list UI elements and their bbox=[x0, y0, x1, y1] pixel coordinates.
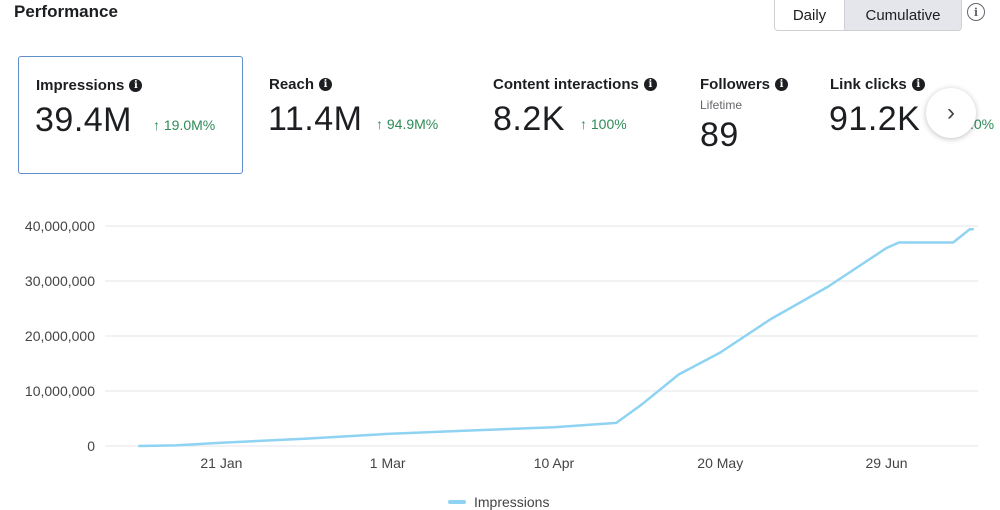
page-title: Performance bbox=[14, 2, 118, 21]
metric-change-partial: .0% bbox=[970, 116, 995, 132]
metric-card-impressions[interactable]: Impressions i 39.4M ↑ 19.0M% bbox=[18, 56, 243, 174]
metric-label: Content interactions i bbox=[493, 76, 657, 93]
metric-label: Impressions i bbox=[36, 77, 143, 94]
legend-swatch bbox=[448, 500, 466, 504]
info-icon[interactable]: i bbox=[911, 78, 925, 91]
info-icon[interactable]: i bbox=[129, 79, 143, 92]
metric-change: ↑ 19.0M% bbox=[153, 117, 216, 133]
chart-legend: Impressions bbox=[448, 494, 549, 510]
y-tick-label: 10,000,000 bbox=[25, 383, 95, 399]
info-icon[interactable]: i bbox=[319, 78, 333, 91]
info-icon[interactable]: i bbox=[775, 78, 789, 91]
metric-card-reach[interactable]: Reach i 11.4M ↑ 94.9M% bbox=[252, 56, 472, 172]
y-tick-label: 0 bbox=[87, 438, 95, 454]
metric-label: Followers i bbox=[700, 76, 789, 93]
next-arrow-button[interactable]: › bbox=[926, 88, 976, 138]
metric-card-followers[interactable]: Followers i Lifetime 89 bbox=[683, 56, 803, 172]
metric-value: 89 bbox=[700, 116, 739, 154]
x-tick-label: 21 Jan bbox=[200, 455, 242, 471]
metric-card-content-interactions[interactable]: Content interactions i 8.2K ↑ 100% bbox=[476, 56, 676, 172]
metric-change: ↑ 94.9M% bbox=[376, 116, 439, 132]
y-tick-label: 20,000,000 bbox=[25, 328, 95, 344]
legend-label: Impressions bbox=[474, 494, 550, 510]
x-tick-label: 1 Mar bbox=[370, 455, 406, 471]
impressions-chart: 40,000,000 30,000,000 20,000,000 10,000,000… bbox=[25, 218, 978, 471]
metric-sublabel: Lifetime bbox=[700, 98, 743, 112]
metric-value: 8.2K bbox=[493, 100, 565, 138]
chart-grid bbox=[105, 225, 978, 447]
cumulative-toggle-button[interactable]: Cumulative bbox=[844, 0, 961, 30]
y-tick-label: 40,000,000 bbox=[25, 218, 95, 234]
metric-label: Link clicks i bbox=[830, 76, 925, 93]
y-tick-label: 30,000,000 bbox=[25, 273, 95, 289]
view-toggle: Daily Cumulative bbox=[774, 0, 962, 31]
info-icon[interactable]: i bbox=[643, 78, 657, 91]
x-axis-ticks: 21 Jan 1 Mar 10 Apr 20 May 29 Jun bbox=[200, 455, 907, 471]
metric-card-link-clicks[interactable]: Link clicks i 91.2K bbox=[812, 56, 932, 172]
y-axis-ticks: 40,000,000 30,000,000 20,000,000 10,000,000… bbox=[25, 218, 95, 454]
metric-cards: Impressions i 39.4M ↑ 19.0M% Reach i 11.4M… bbox=[0, 56, 1000, 176]
info-icon[interactable]: i bbox=[967, 3, 985, 21]
daily-toggle-button[interactable]: Daily bbox=[775, 0, 844, 30]
x-tick-label: 29 Jun bbox=[866, 455, 908, 471]
impressions-line bbox=[138, 228, 974, 448]
metric-label: Reach i bbox=[269, 76, 333, 93]
metric-value: 11.4M bbox=[268, 100, 363, 138]
x-tick-label: 20 May bbox=[697, 455, 743, 471]
x-tick-label: 10 Apr bbox=[534, 455, 575, 471]
metric-change: ↑ 100% bbox=[580, 116, 627, 132]
metric-value: 39.4M bbox=[35, 101, 132, 139]
metric-value: 91.2K bbox=[829, 100, 921, 138]
